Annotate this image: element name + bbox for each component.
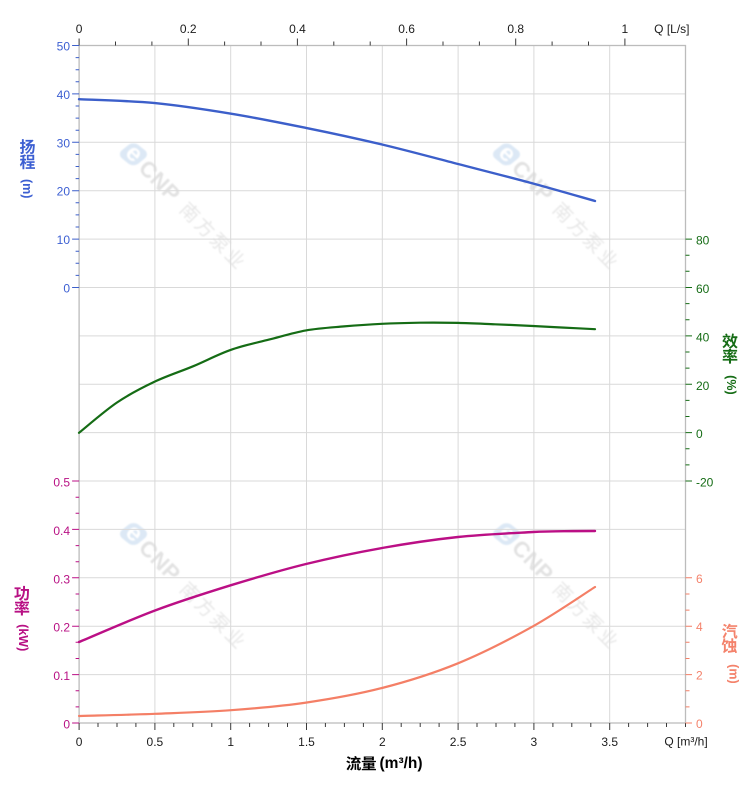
svg-text:1.5: 1.5 (298, 735, 315, 749)
svg-text:2: 2 (379, 735, 386, 749)
svg-text:0.8: 0.8 (507, 22, 524, 36)
svg-text:2.5: 2.5 (450, 735, 467, 749)
svg-text:0.4: 0.4 (289, 22, 306, 36)
svg-text:20: 20 (57, 185, 71, 199)
svg-text:0: 0 (63, 281, 70, 295)
svg-text:50: 50 (57, 40, 71, 54)
svg-text:0: 0 (76, 735, 83, 749)
svg-text:(m): (m) (20, 179, 34, 198)
svg-text:4: 4 (696, 620, 703, 634)
svg-text:0: 0 (696, 427, 703, 441)
svg-text:Q [L/s]: Q [L/s] (654, 22, 689, 36)
svg-text:2: 2 (696, 669, 703, 683)
svg-text:80: 80 (696, 234, 710, 248)
svg-text:0.6: 0.6 (398, 22, 415, 36)
svg-text:0.2: 0.2 (53, 621, 70, 635)
svg-text:20: 20 (696, 379, 710, 393)
svg-text:(%): (%) (724, 375, 738, 394)
svg-text:40: 40 (696, 330, 710, 344)
svg-text:10: 10 (57, 233, 71, 247)
svg-text:1: 1 (622, 22, 629, 36)
svg-text:0: 0 (76, 22, 83, 36)
svg-text:0.5: 0.5 (53, 476, 70, 490)
svg-text:0.1: 0.1 (53, 669, 70, 683)
svg-text:Q [m³/h]: Q [m³/h] (664, 735, 707, 749)
svg-text:0.3: 0.3 (53, 572, 70, 586)
svg-text:40: 40 (57, 88, 71, 102)
svg-text:30: 30 (57, 136, 71, 150)
svg-text:6: 6 (696, 572, 703, 586)
svg-text:-20: -20 (696, 476, 714, 490)
svg-text:0: 0 (696, 717, 703, 731)
svg-text:(m³/h): (m³/h) (380, 755, 423, 772)
svg-text:3: 3 (531, 735, 538, 749)
svg-text:(m): (m) (727, 664, 741, 683)
svg-text:60: 60 (696, 282, 710, 296)
svg-text:0.4: 0.4 (53, 524, 70, 538)
svg-text:0: 0 (63, 718, 70, 732)
svg-text:1: 1 (227, 735, 234, 749)
svg-text:0.5: 0.5 (147, 735, 164, 749)
svg-text:(kW): (kW) (16, 624, 30, 651)
svg-text:3.5: 3.5 (601, 735, 618, 749)
svg-text:0.2: 0.2 (180, 22, 197, 36)
